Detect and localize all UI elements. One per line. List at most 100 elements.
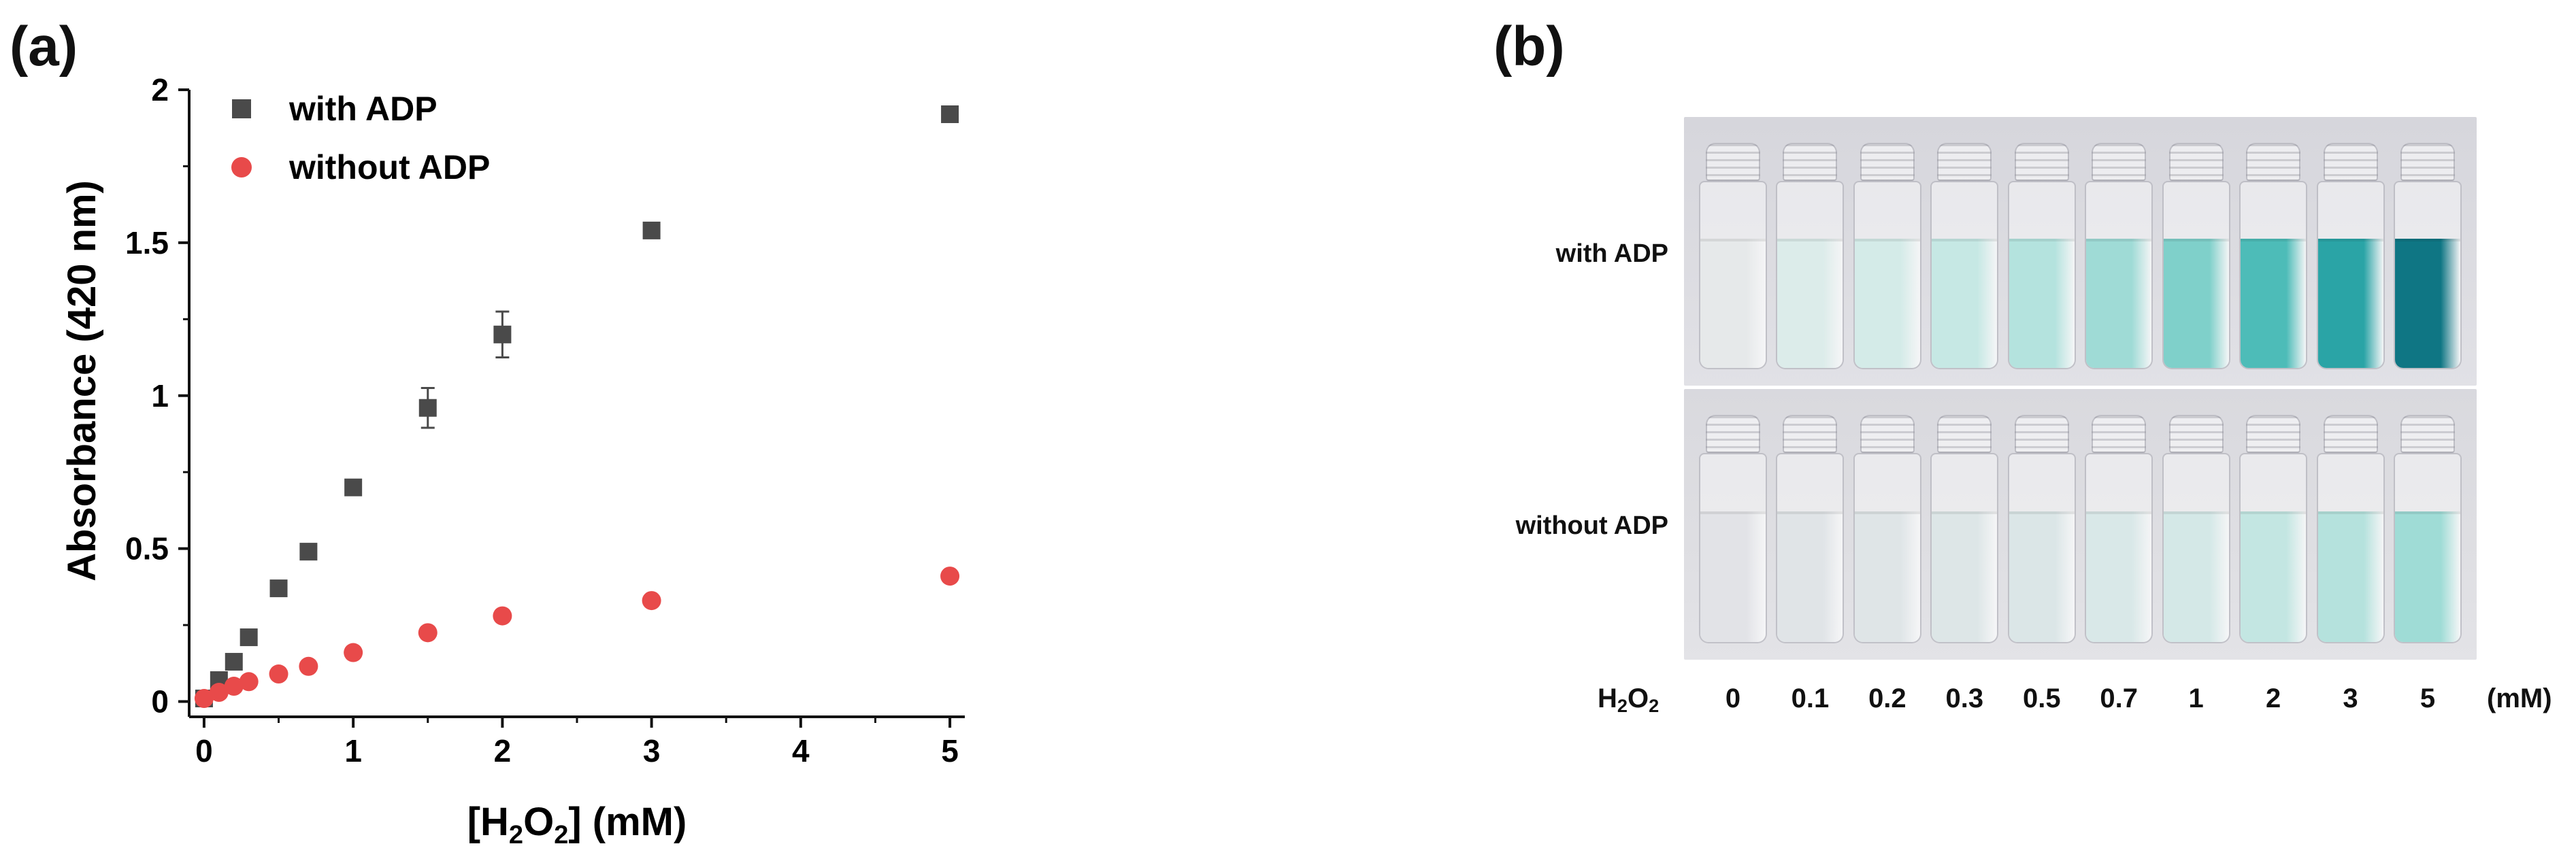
vial-liquid [2394, 511, 2460, 642]
legend-label: without ADP [288, 148, 490, 186]
h2o2-sub: 2 [1617, 694, 1628, 716]
without-adp-vial [2238, 389, 2309, 660]
vial-row-without-adp [1698, 389, 2463, 660]
without-adp-vial [2007, 389, 2077, 660]
x-tick-label: 4 [792, 733, 810, 769]
x-tick-label: 0 [195, 733, 213, 769]
vial-liquid [2009, 239, 2075, 368]
data-point-with-adp [941, 105, 959, 123]
without-adp-vial [2315, 389, 2386, 660]
data-point-with-adp [225, 653, 243, 671]
vial-neck [1860, 415, 1915, 453]
vial-body [1853, 453, 1921, 643]
x-tick-label: 5 [941, 733, 959, 769]
vial-liquid [2394, 239, 2460, 368]
data-point-without-adp [344, 643, 363, 662]
data-point-without-adp [194, 689, 214, 709]
x-axis-label-sub: 2 [509, 821, 523, 849]
vial-liquid [1854, 239, 1920, 368]
concentration-label: 3 [2343, 683, 2358, 713]
chart-legend: with ADP without ADP [231, 90, 490, 186]
concentration-label: 0 [1725, 683, 1741, 713]
vial-liquid [1932, 511, 1998, 642]
concentration-label: 0.1 [1791, 683, 1830, 713]
vial-neck [2246, 143, 2301, 181]
vial-liquid [2163, 239, 2229, 368]
vial-row-with-adp [1698, 117, 2463, 386]
concentration-label: 5 [2420, 683, 2436, 713]
vial-liquid [1932, 239, 1998, 368]
with-adp-vial [2238, 117, 2309, 386]
vial-neck [1706, 143, 1760, 181]
data-point-without-adp [239, 672, 259, 692]
vial-body [2007, 181, 2076, 369]
absorbance-chart: 0 1 2 3 4 5 0 0.5 1 1.5 2 with ADP without ADP Abso… [60, 72, 965, 849]
vial-neck [2400, 415, 2455, 453]
h2o2-part: O [1628, 683, 1649, 713]
data-point-with-adp [418, 399, 437, 417]
data-point-with-adp [240, 628, 258, 647]
data-point-without-adp [418, 623, 437, 643]
without-adp-vial [1698, 389, 1768, 660]
vial-body [1776, 181, 1845, 369]
vial-liquid [2317, 511, 2383, 642]
h2o2-part: H [1598, 683, 1617, 713]
with-adp-vial [2315, 117, 2386, 386]
row-label-without-adp: without ADP [1515, 511, 1668, 540]
vial-body [2162, 181, 2230, 369]
vial-body [2316, 453, 2385, 643]
data-point-without-adp [642, 591, 661, 611]
vial-body [2393, 181, 2462, 369]
concentration-label: 0.2 [1868, 683, 1906, 713]
data-point-without-adp [493, 606, 512, 626]
vial-body [2239, 181, 2308, 369]
vial-neck [2168, 143, 2224, 181]
without-adp-vial [1852, 389, 1923, 660]
vial-neck [1783, 143, 1838, 181]
vial-body [2085, 453, 2153, 643]
x-tick-label: 2 [494, 733, 512, 769]
vial-liquid [2086, 239, 2152, 368]
data-point-with-adp [344, 478, 363, 496]
data-point-without-adp [209, 683, 229, 703]
x-axis-label-sub: 2 [554, 821, 568, 849]
x-axis-label-part: O [523, 800, 554, 844]
vial-body [1699, 181, 1767, 369]
data-point-with-adp [493, 325, 512, 343]
vial-liquid [2317, 239, 2383, 368]
vial-liquid [1700, 511, 1766, 642]
vial-body [2007, 453, 2076, 643]
x-axis-label: [H2O2] (mM) [467, 800, 687, 849]
vial-liquid [2241, 239, 2307, 368]
with-adp-vial [1852, 117, 1923, 386]
vial-body [1853, 181, 1921, 369]
chart-ticks: 0 1 2 3 4 5 0 0.5 1 1.5 2 [125, 72, 959, 769]
vial-neck [1706, 415, 1760, 453]
data-point-with-adp [269, 579, 288, 598]
data-point-without-adp [224, 677, 244, 696]
concentration-label: 1 [2188, 683, 2204, 713]
panel-a-label: (a) [10, 16, 78, 78]
y-tick-label: 1 [151, 378, 169, 413]
vial-liquid [1777, 511, 1843, 642]
concentration-label: 2 [2265, 683, 2281, 713]
y-tick-label: 1.5 [125, 225, 169, 260]
concentration-label: 0.5 [2022, 683, 2061, 713]
data-point-with-adp [299, 543, 318, 561]
vial-neck [2014, 143, 2069, 181]
with-adp-vial [2007, 117, 2077, 386]
vial-body [2239, 453, 2308, 643]
vial-body [2393, 453, 2462, 643]
vials-photo-with-adp [1684, 117, 2477, 386]
without-adp-vial [2161, 389, 2232, 660]
vial-neck [1937, 415, 1992, 453]
vial-liquid [2086, 511, 2152, 642]
data-point-without-adp [269, 664, 288, 684]
with-adp-vial [1774, 117, 1845, 386]
h2o2-label: H2O2 [1598, 683, 1659, 717]
x-tick-label: 3 [643, 733, 661, 769]
x-axis-label-part: ] (mM) [568, 800, 687, 844]
y-tick-label: 2 [151, 72, 169, 107]
vial-body [1930, 453, 1999, 643]
data-point-with-adp [642, 221, 661, 239]
